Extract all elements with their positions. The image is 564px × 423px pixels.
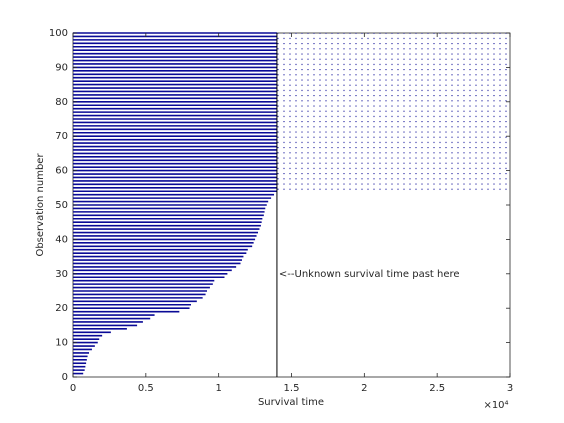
y-tick-label: 30 (55, 269, 68, 280)
y-tick-label: 70 (55, 131, 68, 142)
y-axis-label: Observation number (35, 153, 46, 257)
unknown-region (276, 33, 510, 193)
y-tick-label: 50 (55, 200, 68, 211)
x-tick-label: 0.5 (138, 383, 154, 394)
y-tick-label: 40 (55, 234, 68, 245)
x-tick-label: 2 (361, 383, 367, 394)
y-tick-label: 10 (55, 338, 68, 349)
y-tick-label: 60 (55, 166, 68, 177)
y-tick-label: 20 (55, 303, 68, 314)
x-exponent: ×10⁴ (483, 400, 508, 411)
annotation: <--Unknown survival time past here (279, 269, 460, 280)
y-tick-label: 100 (49, 28, 68, 39)
x-tick-label: 2.5 (429, 383, 445, 394)
y-tick-label: 90 (55, 62, 68, 73)
x-axis-label: Survival time (258, 397, 324, 408)
y-tick-label: 80 (55, 97, 68, 108)
y-tick-label: 0 (62, 372, 68, 383)
x-tick-label: 0 (70, 383, 76, 394)
x-tick-label: 3 (507, 383, 513, 394)
x-tick-label: 1.5 (284, 383, 300, 394)
x-tick-label: 1 (215, 383, 221, 394)
